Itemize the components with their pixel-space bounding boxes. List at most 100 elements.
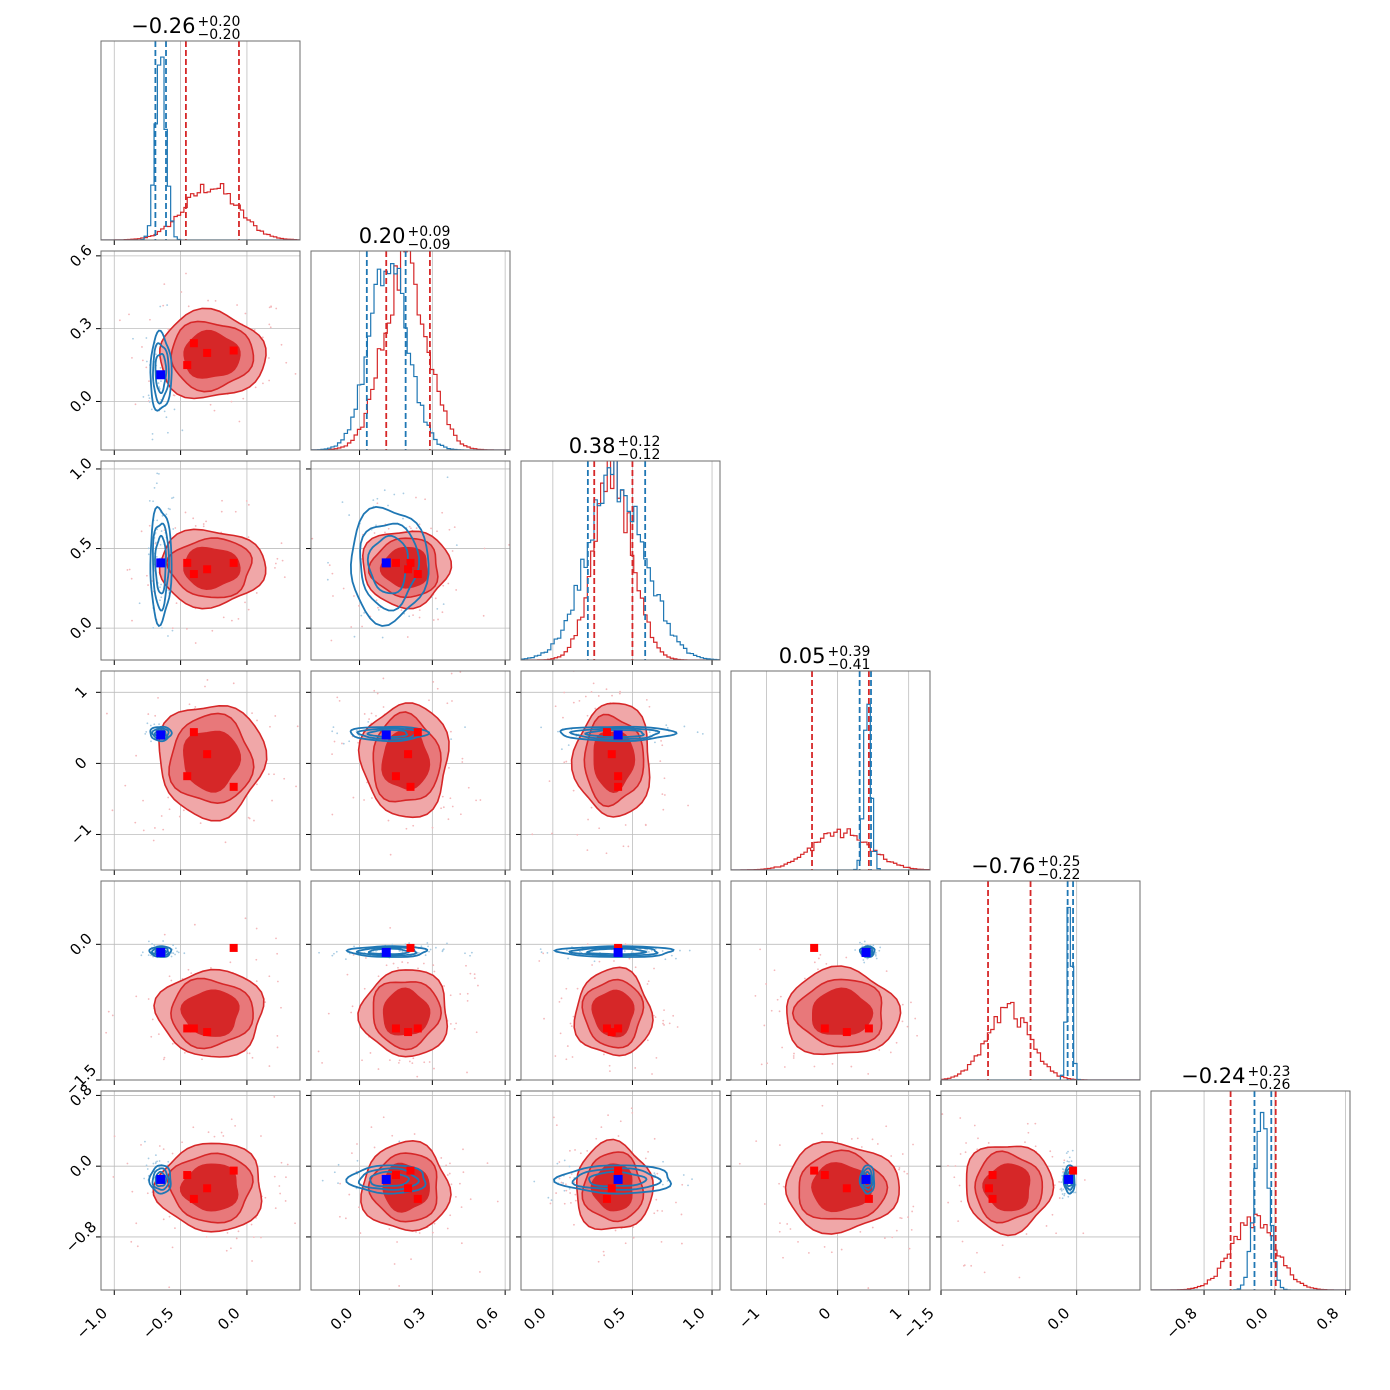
sample-point — [158, 1166, 161, 1168]
red-truth-marker — [203, 1028, 212, 1037]
sample-point — [569, 1192, 572, 1194]
sample-point — [148, 400, 151, 403]
sample-point — [578, 700, 581, 702]
sample-point — [559, 1032, 562, 1035]
sample-point — [156, 528, 159, 531]
sample-point — [412, 1057, 415, 1060]
sample-point — [373, 1146, 376, 1149]
sample-point — [153, 723, 156, 726]
sample-point — [159, 305, 162, 308]
sample-point — [648, 731, 651, 734]
red-truth-marker — [614, 1166, 623, 1175]
sample-point — [300, 731, 302, 733]
diagonal-title: 0.20 +0.09−0.09 — [359, 224, 451, 253]
sample-point — [1051, 1155, 1054, 1158]
sample-point — [660, 740, 662, 742]
sample-point — [377, 606, 379, 609]
sample-point — [276, 557, 279, 560]
sample-point — [418, 609, 421, 611]
blue-histogram — [731, 703, 930, 870]
red-histogram — [731, 828, 930, 870]
panel-frame — [310, 880, 511, 1081]
sample-point — [274, 566, 276, 569]
sample-point — [539, 948, 542, 951]
sample-point — [135, 754, 138, 757]
sample-point — [776, 998, 779, 1001]
title-minus: −0.26 — [1248, 1077, 1291, 1093]
sample-point — [192, 517, 195, 520]
sample-point — [792, 1057, 795, 1059]
panel-frame — [310, 460, 511, 661]
sample-point — [586, 1149, 589, 1152]
sample-point — [770, 1009, 773, 1012]
sample-point — [410, 527, 412, 530]
sample-point — [675, 957, 677, 960]
sample-point — [134, 821, 137, 824]
sample-point — [253, 819, 255, 822]
panel-1-0: 0.0 0.3 0.6 — [66, 241, 301, 455]
sample-point — [148, 397, 151, 400]
sample-point — [280, 1161, 283, 1164]
red-truth-marker — [203, 1184, 212, 1193]
sample-point — [408, 1060, 411, 1063]
sample-point — [377, 1068, 380, 1070]
sample-point — [107, 1010, 110, 1013]
sample-point — [393, 493, 396, 496]
blue-contour — [584, 729, 645, 738]
blue-truth-marker — [381, 558, 391, 568]
sample-point — [441, 611, 444, 614]
sample-point — [470, 951, 473, 954]
panel-frame — [1150, 1090, 1351, 1291]
sample-point — [599, 893, 601, 895]
sample-point — [147, 940, 150, 943]
sample-point — [663, 794, 666, 796]
sample-point — [147, 553, 150, 556]
sample-point — [206, 679, 209, 681]
red-truth-marker — [820, 1024, 829, 1033]
sample-point — [619, 1120, 622, 1123]
sample-point — [647, 1150, 649, 1153]
red-contour-inner — [183, 329, 241, 379]
sample-point — [448, 1172, 451, 1175]
blue-contour — [585, 947, 648, 956]
sample-point — [433, 970, 436, 973]
sample-point — [369, 1052, 372, 1054]
sample-point — [666, 1179, 669, 1182]
blue-truth-marker — [381, 1174, 391, 1184]
sample-point — [417, 951, 420, 954]
sample-point — [406, 961, 409, 964]
sample-point — [154, 714, 157, 717]
sample-point — [652, 1014, 655, 1017]
sample-point — [807, 1252, 810, 1254]
sample-point — [912, 1205, 915, 1208]
sample-point — [236, 304, 238, 306]
sample-point — [152, 627, 155, 629]
sample-point — [646, 1039, 649, 1042]
title-plus: +0.09 — [408, 224, 451, 240]
sample-point — [280, 343, 283, 346]
red-truth-marker — [203, 565, 212, 574]
sample-point — [976, 1251, 978, 1254]
sample-point — [285, 361, 288, 364]
sample-point — [244, 917, 247, 920]
panel-frame — [100, 880, 301, 1081]
sample-point — [1034, 1145, 1037, 1148]
red-truth-marker — [391, 772, 400, 781]
red-truth-marker — [406, 1166, 415, 1175]
sample-point — [469, 954, 471, 957]
sample-point — [908, 1247, 911, 1250]
sample-point — [276, 980, 279, 983]
sample-point — [269, 326, 272, 329]
sample-point — [388, 1228, 391, 1230]
sample-point — [568, 1165, 571, 1168]
sample-point — [653, 1172, 656, 1175]
sample-point — [961, 1240, 964, 1243]
sample-point — [342, 742, 345, 745]
sample-point — [614, 1229, 617, 1232]
sample-point — [351, 1152, 353, 1155]
sample-point — [269, 725, 271, 728]
panel-0-0: −0.26 +0.20−0.20 — [100, 14, 301, 245]
blue-truth-marker — [156, 370, 166, 380]
blue-contour — [154, 353, 168, 394]
sample-point — [663, 1024, 665, 1026]
